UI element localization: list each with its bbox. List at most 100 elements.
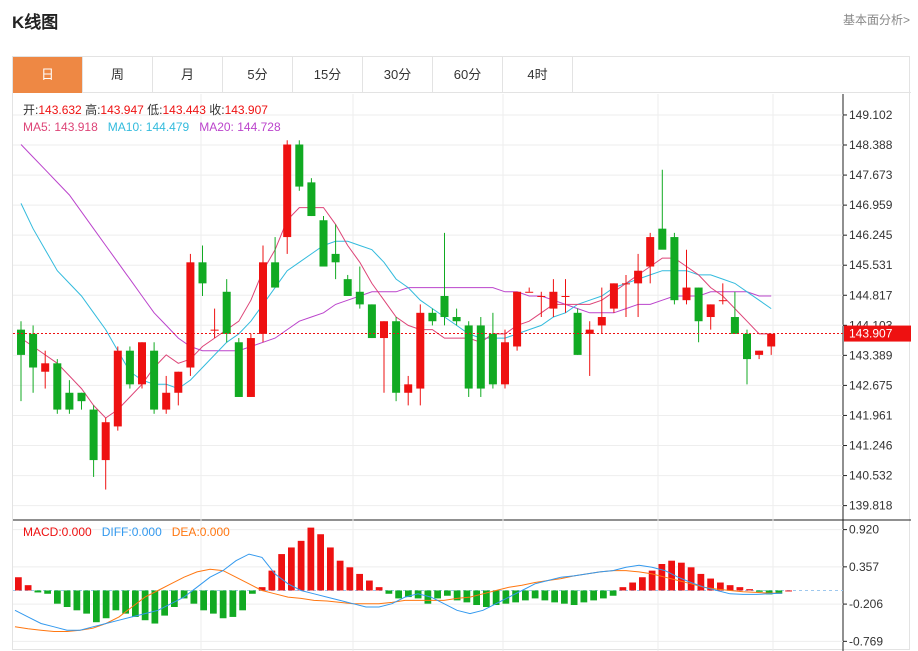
candle-down bbox=[670, 237, 679, 301]
candle-down bbox=[355, 291, 364, 305]
candle-down bbox=[295, 144, 304, 187]
macd-bar-negative bbox=[171, 590, 178, 607]
ma5-value: 143.918 bbox=[54, 120, 98, 134]
macd-bar-positive bbox=[619, 587, 627, 591]
macd-bar-negative bbox=[405, 590, 412, 598]
candle-down bbox=[89, 409, 98, 461]
macd-label: MACD: bbox=[23, 525, 62, 539]
candle-down bbox=[367, 304, 376, 339]
tab-30min[interactable]: 30分 bbox=[363, 57, 433, 93]
candle-down bbox=[440, 295, 449, 318]
macd-bar-positive bbox=[639, 577, 646, 591]
macd-tick-label: 0.357 bbox=[849, 560, 879, 574]
candle-down bbox=[222, 291, 231, 334]
macd-bar-negative bbox=[112, 590, 120, 611]
tab-month[interactable]: 月 bbox=[153, 57, 223, 93]
macd-bar-negative bbox=[151, 590, 159, 624]
macd-bar-positive bbox=[336, 560, 344, 591]
tab-60min[interactable]: 60分 bbox=[433, 57, 503, 93]
macd-bar-negative bbox=[590, 590, 597, 601]
ma20-label: MA20: bbox=[199, 120, 234, 134]
macd-bar-positive bbox=[746, 589, 753, 591]
candle-down bbox=[77, 392, 86, 402]
macd-bar-negative bbox=[570, 590, 578, 606]
macd-bar-positive bbox=[678, 562, 685, 591]
macd-bar-positive bbox=[307, 527, 315, 591]
kline-chart[interactable]: 149.102 148.388 147.673 146.959 146.245 145.5… bbox=[13, 57, 911, 651]
macd-bar-positive bbox=[658, 564, 666, 591]
macd-bar-positive bbox=[726, 585, 734, 591]
close-label: 收: bbox=[209, 103, 225, 117]
open-value: 143.632 bbox=[38, 103, 82, 117]
price-tick-label: 140.532 bbox=[849, 469, 893, 483]
candle-down bbox=[150, 350, 159, 410]
diff-line bbox=[14, 553, 783, 631]
price-tick-label: 144.817 bbox=[849, 288, 893, 302]
tab-4hour[interactable]: 4时 bbox=[503, 57, 573, 93]
candle-down bbox=[488, 333, 497, 385]
macd-bar-negative bbox=[132, 590, 139, 617]
macd-bar-negative bbox=[551, 590, 558, 603]
candle-down bbox=[658, 228, 667, 250]
macd-bar-negative bbox=[434, 590, 441, 599]
candle-up bbox=[622, 283, 630, 285]
candle-down bbox=[476, 325, 485, 389]
candle-down bbox=[743, 333, 751, 360]
price-tick-label: 142.675 bbox=[849, 378, 893, 392]
tab-5min[interactable]: 5分 bbox=[223, 57, 293, 93]
price-tick-label: 145.531 bbox=[849, 258, 893, 272]
ma5-label: MA5: bbox=[23, 120, 52, 134]
price-tick-label: 146.245 bbox=[849, 228, 893, 242]
macd-bar-negative bbox=[239, 590, 246, 611]
candle-up bbox=[634, 270, 643, 284]
macd-tick-label: -0.206 bbox=[849, 597, 883, 611]
page-title: K线图 bbox=[12, 13, 59, 32]
candle-down bbox=[694, 287, 703, 322]
macd-bar-negative bbox=[385, 590, 393, 594]
macd-bar-positive bbox=[356, 573, 363, 591]
candle-up bbox=[41, 363, 50, 372]
dea-line bbox=[14, 568, 782, 632]
macd-bar-negative bbox=[44, 590, 51, 594]
close-value: 143.907 bbox=[224, 103, 268, 117]
macd-bar-positive bbox=[327, 547, 334, 591]
low-label: 低: bbox=[147, 103, 163, 117]
macd-bar-negative bbox=[54, 590, 61, 604]
macd-bar-negative bbox=[424, 590, 432, 604]
diff-label: DIFF: bbox=[101, 525, 132, 539]
candle-up bbox=[646, 237, 655, 267]
kline-chart-panel: 日 周 月 5分 15分 30分 60分 4时 149.102 148.388 14… bbox=[12, 56, 911, 651]
macd-bar-negative bbox=[161, 590, 168, 616]
macd-tick-label: -0.769 bbox=[849, 634, 883, 648]
macd-bar-negative bbox=[765, 590, 773, 595]
candle-up bbox=[706, 304, 715, 318]
macd-bar-negative bbox=[580, 590, 588, 603]
macd-bar-negative bbox=[463, 590, 471, 603]
macd-bar-negative bbox=[229, 590, 237, 617]
macd-bar-negative bbox=[483, 590, 490, 607]
macd-bar-negative bbox=[502, 590, 510, 604]
candle-down bbox=[331, 253, 340, 263]
candle-up bbox=[549, 291, 558, 309]
tab-15min[interactable]: 15分 bbox=[293, 57, 363, 93]
candle-up bbox=[174, 371, 183, 393]
candle-up bbox=[113, 350, 122, 427]
candle-up bbox=[246, 338, 255, 397]
macd-bar-negative bbox=[609, 590, 617, 596]
tab-week[interactable]: 周 bbox=[83, 57, 153, 93]
tab-day[interactable]: 日 bbox=[13, 57, 83, 93]
ma20-line bbox=[20, 144, 772, 352]
macd-bar-negative bbox=[219, 590, 227, 619]
candle-down bbox=[29, 333, 38, 368]
candle-up bbox=[513, 291, 522, 347]
macd-bar-positive bbox=[346, 567, 354, 591]
macd-bar-positive bbox=[15, 577, 22, 591]
candle-up bbox=[101, 422, 110, 461]
ma10-value: 144.479 bbox=[145, 120, 190, 134]
macd-bar-positive bbox=[717, 582, 724, 591]
grid bbox=[13, 94, 911, 651]
fundamental-analysis-link[interactable]: 基本面分析> bbox=[842, 13, 910, 27]
candle-up bbox=[682, 287, 691, 301]
macd-bar-positive bbox=[258, 587, 266, 591]
price-tick-label: 146.959 bbox=[849, 198, 893, 212]
